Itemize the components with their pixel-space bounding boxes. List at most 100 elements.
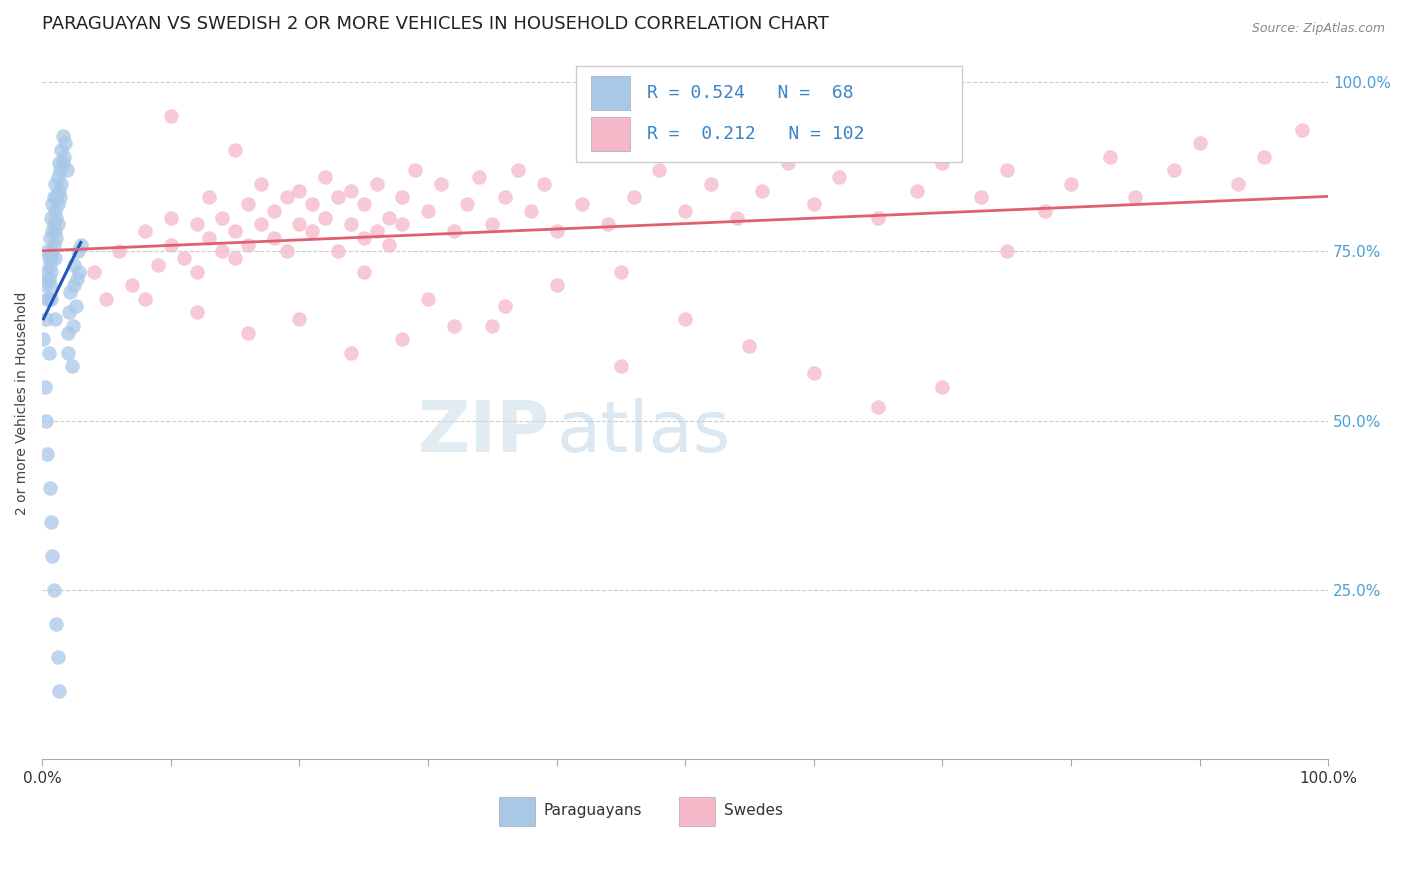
Point (159, 211, 181, 225)
Point (803, 366, 825, 380)
Point (249, 177, 271, 191)
Point (224, 251, 246, 265)
Point (340, 184, 363, 198)
Point (198, 231, 221, 245)
Point (35, 312, 58, 326)
Point (301, 224, 323, 238)
Point (48, 684, 70, 698)
Point (44, 224, 66, 238)
Point (44, 251, 66, 265)
Point (134, 224, 156, 238)
Point (353, 197, 375, 211)
Point (53, 136, 76, 151)
Point (38, 346, 60, 360)
Point (44, 312, 66, 326)
Point (186, 305, 208, 319)
Point (314, 211, 336, 225)
Point (58, 305, 80, 319)
Point (37, 292, 59, 306)
Point (173, 251, 195, 265)
Point (39, 515, 62, 529)
Point (288, 184, 311, 198)
Point (38, 231, 60, 245)
Point (63, 258, 86, 272)
Point (224, 224, 246, 238)
Point (52, 129, 75, 144)
Point (751, 184, 773, 198)
Point (38, 271, 60, 285)
FancyBboxPatch shape (592, 117, 630, 151)
Point (42, 190, 65, 204)
Point (46, 218, 69, 232)
Point (416, 203, 439, 218)
Point (648, 163, 671, 178)
Point (41, 224, 63, 238)
Point (41, 244, 63, 259)
Text: Paraguayans: Paraguayans (544, 803, 643, 818)
Point (391, 218, 413, 232)
Point (83, 265, 105, 279)
Point (263, 231, 285, 245)
Text: Swedes: Swedes (724, 803, 783, 818)
Point (1098, 150, 1121, 164)
Point (340, 218, 363, 232)
Point (610, 265, 633, 279)
FancyBboxPatch shape (576, 66, 962, 162)
Point (546, 278, 568, 293)
Point (49, 190, 72, 204)
Point (66, 271, 89, 285)
Point (46, 169, 69, 184)
Point (38, 258, 60, 272)
Point (41, 197, 63, 211)
Point (45, 211, 67, 225)
Point (48, 156, 70, 170)
Text: PARAGUAYAN VS SWEDISH 2 OR MORE VEHICLES IN HOUSEHOLD CORRELATION CHART: PARAGUAYAN VS SWEDISH 2 OR MORE VEHICLES… (42, 15, 830, 33)
Point (44, 177, 66, 191)
Point (905, 184, 928, 198)
Point (391, 332, 413, 346)
Point (39, 211, 62, 225)
Text: atlas: atlas (557, 398, 731, 467)
Point (353, 231, 375, 245)
Point (198, 190, 221, 204)
Point (494, 299, 516, 313)
Point (45, 190, 67, 204)
Point (970, 190, 993, 204)
Point (481, 318, 503, 333)
Point (1060, 177, 1083, 191)
Point (159, 109, 181, 123)
Point (443, 224, 465, 238)
Point (62, 318, 84, 333)
Point (506, 163, 529, 178)
Point (38, 481, 60, 495)
Point (326, 244, 349, 259)
Point (35, 265, 58, 279)
Point (37, 447, 59, 461)
Point (108, 244, 131, 259)
Point (1253, 150, 1275, 164)
Point (211, 244, 233, 259)
Text: R = 0.524   N =  68: R = 0.524 N = 68 (647, 84, 853, 103)
Point (96, 292, 118, 306)
Text: ZIP: ZIP (418, 398, 550, 467)
Point (596, 218, 619, 232)
Point (45, 616, 67, 631)
Point (41, 549, 63, 563)
Point (276, 190, 298, 204)
Point (69, 237, 91, 252)
Text: R =  0.212   N = 102: R = 0.212 N = 102 (647, 125, 865, 143)
Point (59, 285, 82, 299)
Point (34, 278, 56, 293)
Point (38, 278, 60, 293)
Y-axis label: 2 or more Vehicles in Household: 2 or more Vehicles in Household (15, 292, 30, 516)
Point (69, 265, 91, 279)
Point (1123, 190, 1146, 204)
Point (63, 278, 86, 293)
Point (314, 169, 336, 184)
Point (494, 190, 516, 204)
Point (430, 177, 453, 191)
Point (1188, 136, 1211, 151)
Point (38, 251, 60, 265)
Point (288, 312, 311, 326)
Point (623, 190, 645, 204)
